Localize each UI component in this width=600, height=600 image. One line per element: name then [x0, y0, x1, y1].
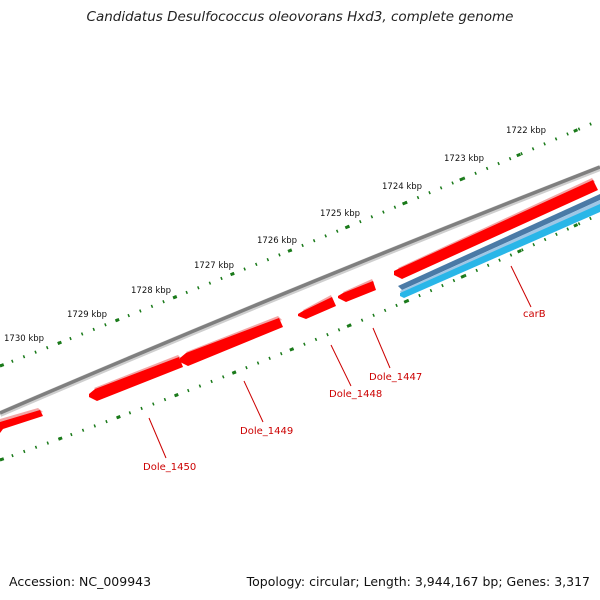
- leader-line: [510, 265, 532, 308]
- accession-text: Accession: NC_009943: [9, 574, 152, 589]
- genome-title: Candidatus Desulfococcus oleovorans Hxd3…: [86, 9, 514, 25]
- gene-dole-1448: [298, 295, 336, 319]
- genome-summary-text: Topology: circular; Length: 3,944,167 bp…: [246, 574, 590, 589]
- leader-line: [243, 380, 264, 423]
- leader-line: [330, 344, 352, 387]
- gene-label-dole-1448: Dole_1448: [329, 389, 382, 400]
- leader-lines: [148, 265, 532, 459]
- scale-label: 1727 kbp: [194, 261, 234, 271]
- scale-label: 1725 kbp: [320, 209, 360, 219]
- scale-label: 1722 kbp: [506, 126, 546, 136]
- gene-dole-1449: [180, 316, 283, 366]
- leader-line: [148, 417, 167, 459]
- scale-label: 1728 kbp: [131, 286, 171, 296]
- scale-label: 1723 kbp: [444, 154, 484, 164]
- leader-line: [372, 327, 391, 369]
- gene-label-dole-1447: Dole_1447: [369, 372, 422, 383]
- scale-label: 1724 kbp: [382, 182, 422, 192]
- genome-backbone: [0, 165, 600, 417]
- scale-label: 1730 kbp: [4, 334, 44, 344]
- gene-dole-1450-left: [0, 408, 43, 433]
- scale-label: 1729 kbp: [67, 310, 107, 320]
- scale-label: 1726 kbp: [257, 236, 297, 246]
- gene-carb-forward: [394, 178, 598, 279]
- gene-carb-reverse: [398, 194, 600, 298]
- gene-label-dole-1449: Dole_1449: [240, 426, 293, 437]
- gene-label-dole-1450: Dole_1450: [143, 462, 196, 473]
- gene-label-carb: carB: [523, 309, 546, 320]
- forward-strand-genes: [0, 178, 598, 433]
- scale-labels: 1722 kbp 1723 kbp 1724 kbp 1725 kbp 1726…: [4, 126, 546, 344]
- gene-labels: carB Dole_1447 Dole_1448 Dole_1449 Dole_…: [143, 309, 546, 473]
- gene-dole-1447: [338, 279, 376, 302]
- gene-dole-1450: [89, 355, 183, 401]
